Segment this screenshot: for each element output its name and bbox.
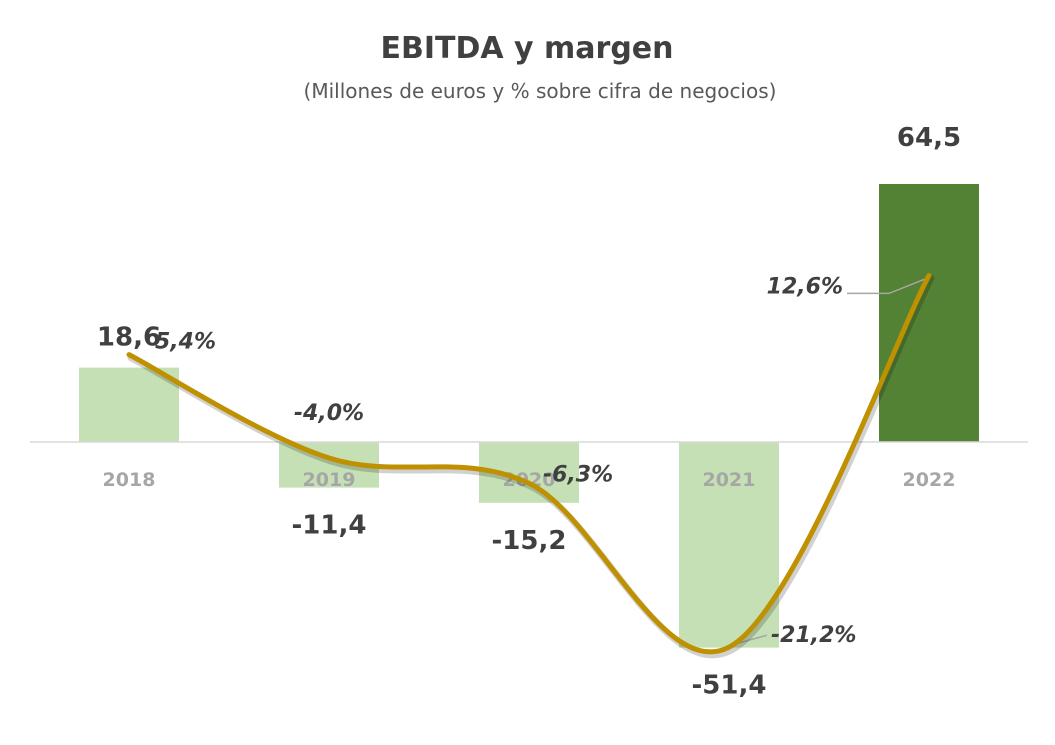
- margin-line: [126, 272, 932, 655]
- margin-line-group: [126, 272, 935, 659]
- margin-label-2020: -6,3%: [543, 462, 613, 487]
- bar-value-labels: 18,6 -11,4 -15,2 -51,4 64,5: [97, 123, 961, 701]
- bar-value-2019: -11,4: [292, 511, 367, 541]
- chart-subtitle: (Millones de euros y % sobre cifra de ne…: [304, 79, 777, 103]
- x-tick-2020: 2020: [503, 469, 556, 491]
- x-tick-2021: 2021: [703, 469, 756, 491]
- leader-2022: [847, 276, 930, 295]
- margin-label-2021: -21,2%: [771, 623, 856, 648]
- bar-2018: [79, 367, 179, 442]
- bar-value-2018: 18,6: [97, 323, 161, 353]
- margin-value-labels: 5,4% -4,0% -6,3% -21,2% 12,6%: [155, 274, 856, 648]
- bars-group: [79, 184, 979, 648]
- chart-title: EBITDA y margen: [380, 31, 673, 66]
- x-tick-labels: 2018 2019 2020 2021 2022: [103, 469, 956, 491]
- x-tick-2022: 2022: [903, 469, 956, 491]
- x-tick-2019: 2019: [303, 469, 356, 491]
- x-tick-2018: 2018: [103, 469, 156, 491]
- bar-value-2020: -15,2: [492, 526, 567, 556]
- margin-label-2019: -4,0%: [294, 401, 364, 426]
- margin-label-2022: 12,6%: [767, 274, 843, 299]
- bar-2022: [879, 184, 979, 442]
- bar-value-2022: 64,5: [897, 123, 961, 153]
- margin-label-2018: 5,4%: [155, 330, 216, 355]
- bar-value-2021: -51,4: [692, 671, 767, 701]
